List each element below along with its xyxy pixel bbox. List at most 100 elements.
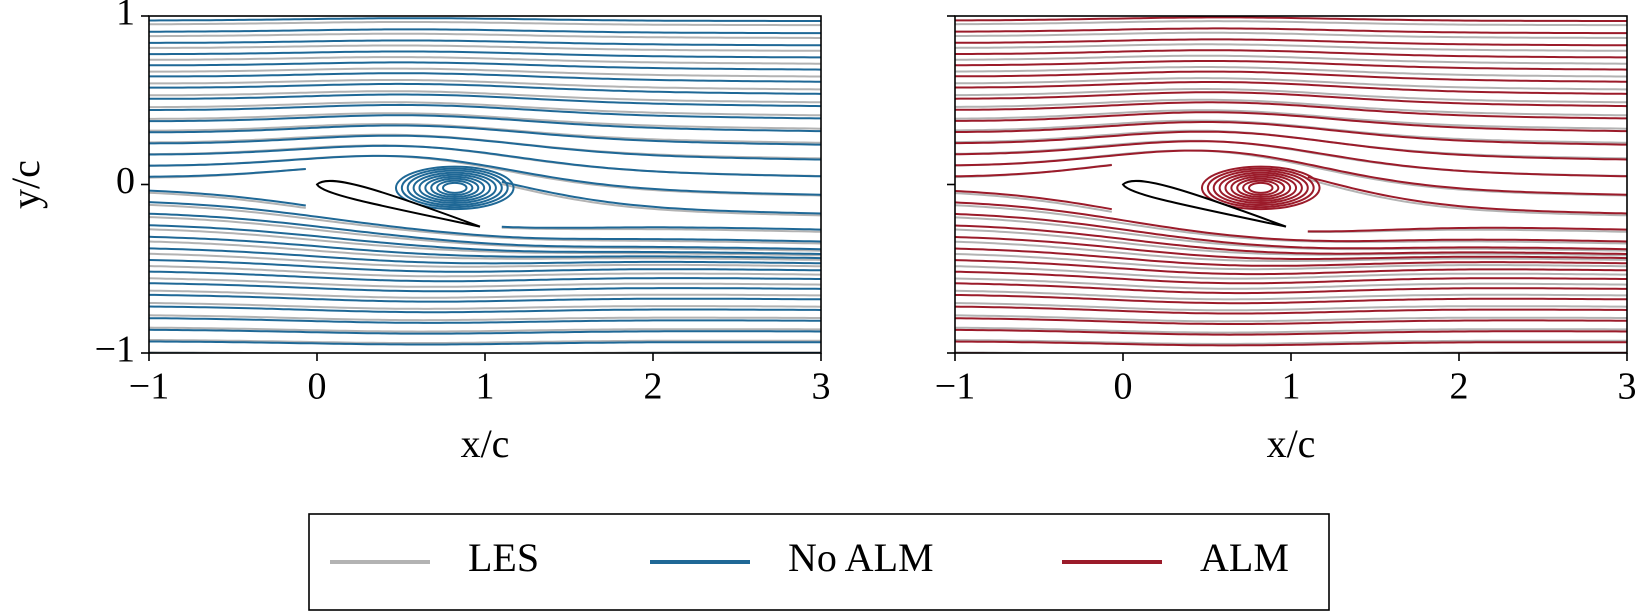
- streamline: [149, 259, 821, 273]
- axes-frame: [148, 15, 822, 354]
- streamline: [149, 28, 821, 35]
- streamline: [149, 39, 821, 47]
- streamline: [149, 56, 821, 65]
- streamline: [149, 144, 821, 178]
- streamline: [149, 293, 821, 303]
- x-tick-label: 0: [308, 366, 327, 408]
- streamline: [955, 224, 1627, 255]
- streamline: [955, 20, 1627, 27]
- streamline: [955, 16, 1627, 22]
- streamline: [149, 340, 821, 346]
- streamline: [149, 339, 821, 344]
- recirculation: [418, 173, 492, 203]
- x-tick-label: 1: [476, 366, 495, 408]
- streamline: [955, 212, 1627, 251]
- legend-label: No ALM: [788, 535, 934, 580]
- streamline: [149, 317, 821, 324]
- streamline: [149, 302, 821, 310]
- streamline: [955, 43, 1627, 52]
- recirculation: [406, 169, 503, 207]
- x-tick-label: 2: [1450, 366, 1469, 408]
- streamline: [955, 340, 1627, 347]
- streamline: [955, 31, 1627, 39]
- streamline: [955, 216, 1627, 252]
- recirculation: [436, 179, 474, 196]
- streamline: [149, 289, 821, 299]
- streamline: [955, 236, 1627, 260]
- streamline: [149, 326, 821, 333]
- streamline: [149, 201, 821, 243]
- streamline: [955, 265, 1627, 280]
- streamline: [955, 317, 1627, 325]
- streamline: [955, 101, 1627, 120]
- streamline: [955, 314, 1627, 323]
- recirculation: [1248, 181, 1274, 194]
- streamline: [149, 82, 821, 95]
- streamline: [149, 124, 821, 146]
- streamline: [149, 101, 821, 117]
- recirculation: [1236, 177, 1286, 198]
- streamline: [955, 60, 1627, 71]
- plot-area: [149, 10, 821, 353]
- streamline: [149, 67, 821, 78]
- streamline: [955, 305, 1627, 315]
- streamline: [149, 224, 821, 255]
- airfoil: [1121, 179, 1287, 228]
- streamline: [149, 10, 821, 12]
- streamline: [149, 305, 821, 314]
- streamline: [149, 203, 821, 245]
- streamline: [955, 247, 1627, 267]
- recirculation: [1212, 169, 1309, 207]
- streamline: [955, 109, 1627, 130]
- plot-area: [955, 9, 1627, 353]
- y-tick-label: 0: [116, 160, 135, 202]
- streamline: [149, 17, 821, 22]
- recirculation: [1200, 165, 1321, 211]
- streamline: [149, 235, 821, 260]
- streamline: [149, 191, 821, 233]
- streamline: [955, 9, 1627, 12]
- streamline: [149, 61, 821, 71]
- streamline: [149, 90, 821, 104]
- recirculation: [1242, 179, 1280, 196]
- streamline: [149, 240, 821, 261]
- streamline: [955, 130, 1627, 161]
- streamline: [955, 70, 1627, 83]
- streamline: [955, 302, 1627, 312]
- streamline: [149, 134, 821, 161]
- streamline: [955, 289, 1627, 301]
- x-axis-label: x/c: [1267, 421, 1316, 466]
- streamline: [955, 259, 1627, 276]
- streamline: [955, 253, 1627, 271]
- recirculation: [1224, 173, 1298, 203]
- streamline: [149, 212, 821, 251]
- streamline: [955, 277, 1627, 290]
- x-tick-label: −1: [129, 366, 169, 408]
- streamline: [149, 32, 821, 39]
- streamline: [149, 252, 821, 268]
- x-tick-label: 3: [812, 366, 831, 408]
- streamline: [149, 154, 821, 196]
- streamline: [149, 265, 821, 278]
- recirculation: [400, 167, 509, 209]
- recirculation: [1218, 171, 1303, 205]
- streamline: [955, 77, 1627, 91]
- streamline: [149, 103, 821, 120]
- legend-label: ALM: [1200, 535, 1289, 580]
- streamline: [149, 270, 821, 283]
- streamline: [149, 72, 821, 83]
- streamline: [149, 133, 821, 160]
- streamline: [149, 228, 821, 257]
- streamline: [149, 314, 821, 322]
- streamline: [955, 339, 1627, 345]
- streamline: [149, 189, 821, 231]
- y-tick-label: −1: [95, 329, 135, 371]
- airfoil: [315, 179, 481, 228]
- recirculation: [1206, 167, 1315, 209]
- recirculation: [412, 171, 497, 205]
- streamline: [955, 91, 1627, 108]
- streamline: [955, 164, 1627, 215]
- streamline: [149, 21, 821, 27]
- streamline: [955, 270, 1627, 285]
- y-tick-label: 1: [116, 0, 135, 34]
